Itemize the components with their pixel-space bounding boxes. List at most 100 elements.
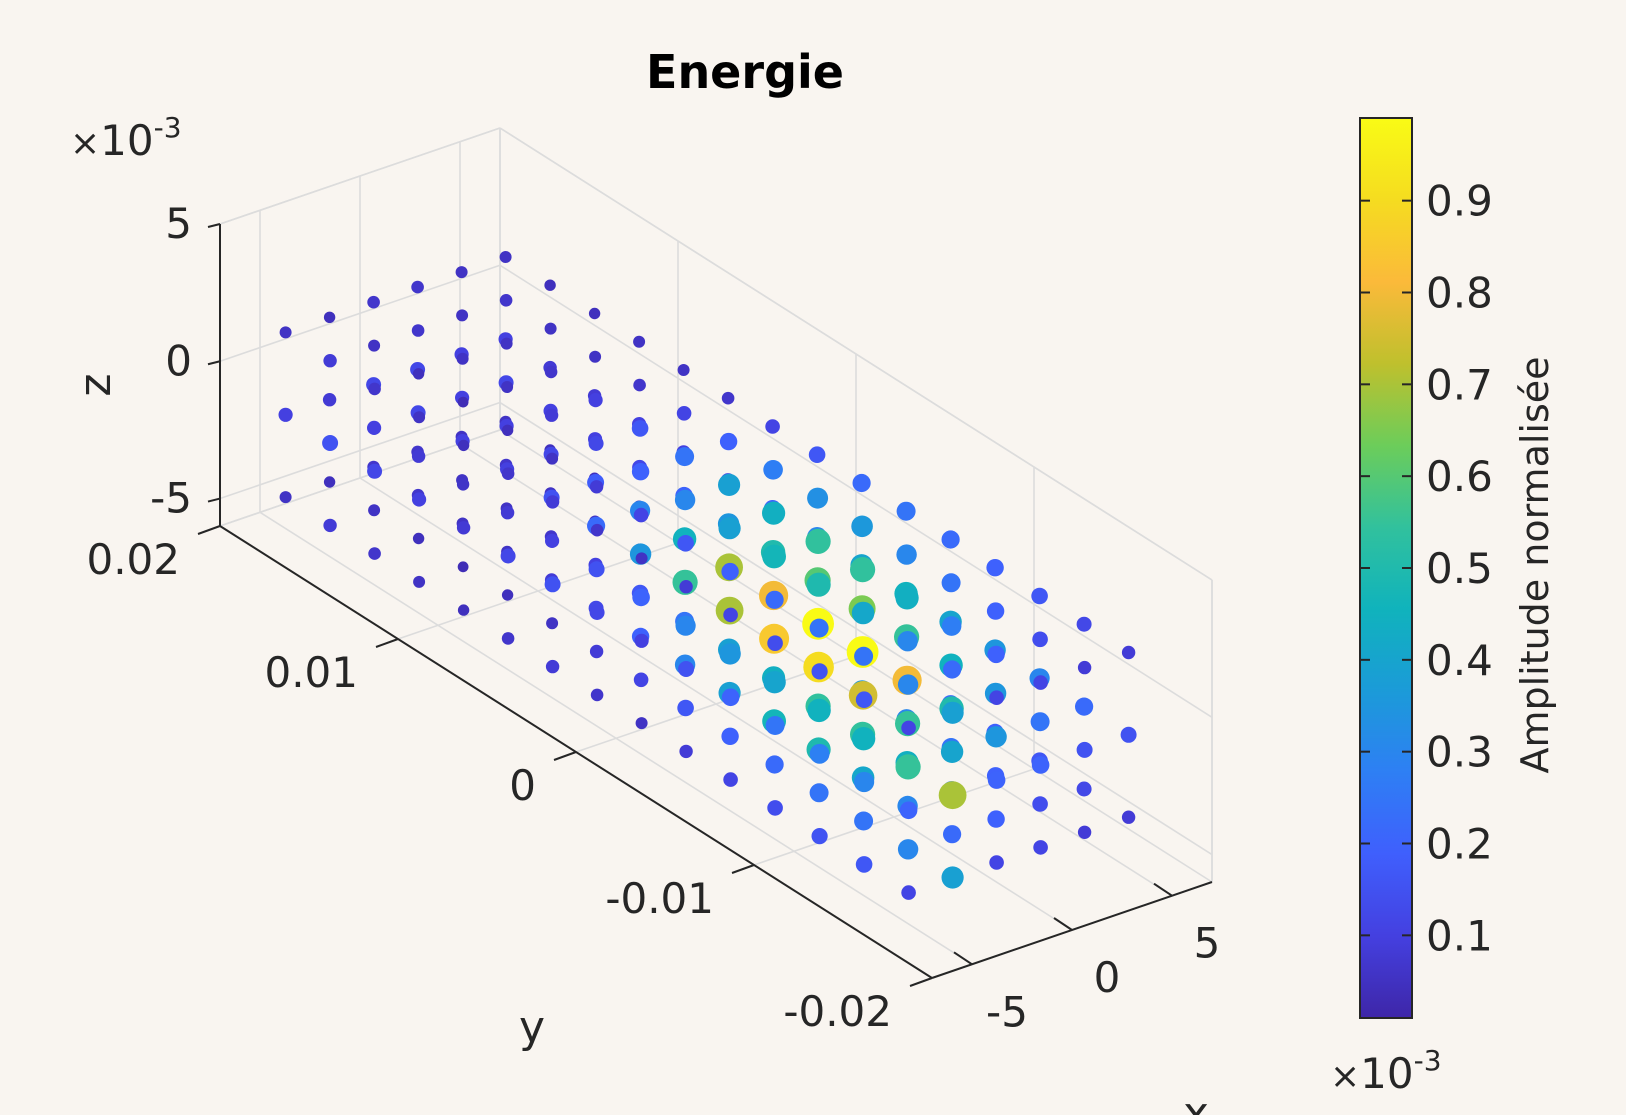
- colorbar-tick-label: 0.4: [1426, 636, 1493, 685]
- data-point: [941, 530, 960, 549]
- colorbar: 0.1 0.2 0.3 0.4 0.5 0.6 0.7 0.8 0.9: [1359, 117, 1493, 1019]
- colorbar-tick-label: 0.8: [1426, 268, 1493, 317]
- data-point: [1031, 756, 1050, 774]
- data-point: [322, 435, 339, 451]
- data-point: [632, 588, 650, 607]
- data-point: [368, 504, 381, 517]
- data-point: [987, 645, 1005, 664]
- data-point: [544, 365, 558, 379]
- data-point: [457, 439, 470, 452]
- data-point: [413, 411, 426, 424]
- y-tick-mark: [553, 751, 577, 761]
- data-point: [809, 743, 830, 764]
- data-point: [631, 463, 650, 481]
- grid-line-z-wall: [499, 401, 1213, 856]
- grid-line-z-back: [219, 401, 501, 500]
- data-point: [677, 535, 694, 552]
- data-point: [807, 698, 831, 723]
- colorbar-tick-label: 0.9: [1426, 177, 1493, 226]
- data-point: [765, 755, 784, 774]
- data-point: [1121, 810, 1136, 824]
- z-tick-label: -5: [150, 474, 192, 523]
- data-point: [544, 322, 557, 335]
- grid-line-x-floor: [259, 511, 973, 965]
- axis-layer: [197, 223, 1213, 987]
- data-point: [941, 866, 964, 889]
- points-layer: [278, 251, 1137, 900]
- data-point: [545, 495, 560, 509]
- data-point: [500, 506, 515, 520]
- z-tick-label: 0: [165, 336, 192, 385]
- data-point: [806, 572, 831, 597]
- data-point: [411, 449, 426, 463]
- data-point: [368, 382, 381, 396]
- data-point: [501, 467, 515, 481]
- data-point: [723, 772, 738, 787]
- data-point: [854, 646, 874, 666]
- x-tick-mark: [1153, 882, 1173, 897]
- data-point: [545, 533, 560, 549]
- data-point: [1033, 840, 1048, 855]
- data-point: [721, 688, 740, 707]
- data-point: [811, 828, 828, 845]
- data-point: [322, 393, 337, 407]
- data-point: [457, 561, 469, 573]
- data-point: [807, 487, 829, 509]
- x-tick-label: 0: [1094, 953, 1121, 1002]
- data-point: [718, 473, 741, 496]
- data-point: [589, 480, 604, 494]
- data-point: [368, 339, 381, 352]
- data-point: [588, 561, 605, 578]
- data-point: [679, 744, 693, 759]
- grid-line-z-back: [219, 264, 501, 363]
- data-point: [1032, 631, 1048, 648]
- data-point: [633, 378, 646, 392]
- y-tick-label: 0.02: [86, 535, 180, 584]
- data-point: [940, 740, 964, 763]
- data-point: [367, 295, 380, 309]
- data-point: [279, 491, 292, 504]
- data-point: [896, 544, 917, 565]
- data-point: [767, 800, 783, 816]
- data-point: [544, 279, 556, 291]
- data-point: [943, 825, 962, 844]
- data-point: [635, 717, 648, 730]
- data-point: [500, 337, 513, 350]
- x-tick-label: -5: [986, 987, 1028, 1036]
- colorbar-tick-label: 0.5: [1426, 544, 1493, 593]
- data-point: [412, 492, 427, 507]
- data-point: [1030, 712, 1050, 732]
- data-point: [941, 616, 962, 636]
- data-point: [721, 562, 739, 581]
- data-point: [767, 635, 783, 651]
- data-point: [765, 716, 785, 735]
- data-point: [987, 810, 1005, 828]
- data-point: [809, 618, 829, 638]
- colorbar-tick-label: 0.7: [1426, 360, 1493, 409]
- z-tick-mark: [207, 497, 221, 503]
- data-point: [762, 544, 786, 569]
- y-tick-label: -0.02: [783, 987, 892, 1036]
- data-point: [1076, 741, 1093, 758]
- data-point: [633, 507, 649, 523]
- y-tick-label: 0.01: [264, 648, 358, 697]
- data-point: [719, 432, 738, 451]
- data-point: [721, 727, 739, 745]
- data-point: [323, 518, 337, 533]
- colorbar-tick-label: 0.6: [1426, 452, 1493, 501]
- data-point: [367, 463, 383, 479]
- svg-text:×10-3: ×10-3: [70, 111, 182, 165]
- data-point: [1121, 645, 1136, 660]
- data-point: [1033, 675, 1048, 690]
- data-point: [544, 408, 559, 422]
- z-exponent-label: ×10-3: [70, 111, 182, 165]
- data-point: [499, 251, 512, 263]
- data-point: [278, 407, 293, 422]
- data-point: [323, 311, 336, 323]
- data-point: [411, 324, 425, 337]
- data-point: [723, 607, 738, 623]
- data-point: [456, 352, 469, 365]
- data-point: [897, 631, 918, 652]
- z-axis-label: z: [70, 373, 121, 396]
- data-point: [1120, 726, 1137, 743]
